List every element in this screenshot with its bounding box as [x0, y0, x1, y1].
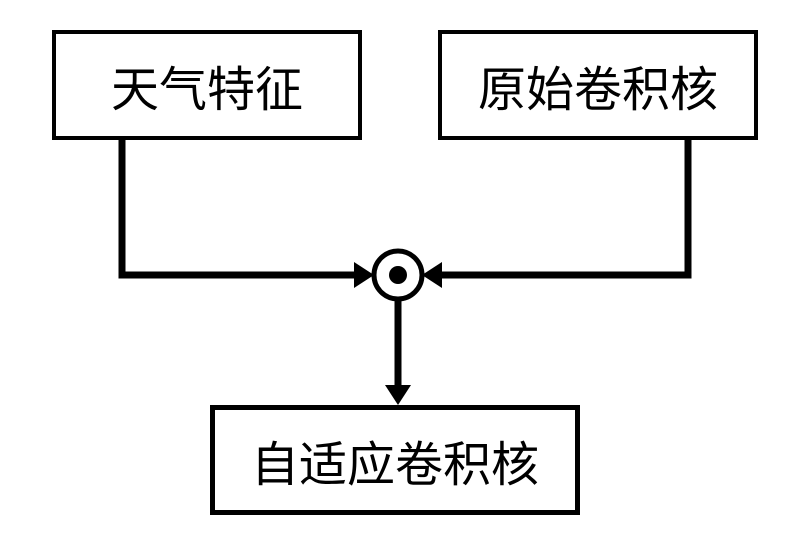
node-adaptive-kernel-label: 自适应卷积核 — [251, 425, 539, 495]
diagram-canvas: 天气特征 原始卷积核 自适应卷积核 — [0, 0, 805, 547]
node-original-kernel-label: 原始卷积核 — [478, 50, 718, 120]
node-weather-feature: 天气特征 — [52, 30, 362, 140]
node-adaptive-kernel: 自适应卷积核 — [210, 405, 580, 515]
node-original-kernel: 原始卷积核 — [438, 30, 758, 140]
node-weather-feature-label: 天气特征 — [111, 50, 303, 120]
